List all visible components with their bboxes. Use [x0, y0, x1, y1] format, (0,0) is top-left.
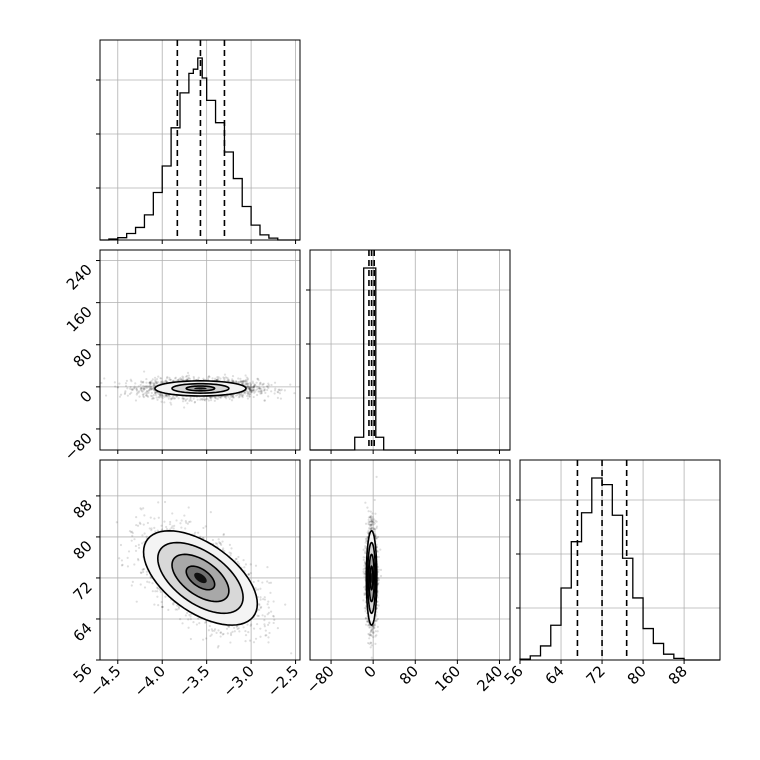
x-tick-label: 80	[624, 662, 650, 688]
x-tick-label: −80	[303, 662, 338, 697]
histogram-steps	[519, 477, 720, 661]
x-tick-label: 72	[583, 662, 609, 688]
axes-frame	[309, 459, 511, 661]
x-tick-label: 240	[473, 662, 506, 695]
contour-line	[154, 380, 247, 397]
axes-frame	[99, 459, 301, 661]
hist-panel-2: 56 64 72 80 88	[501, 459, 721, 688]
contour-line	[185, 565, 216, 591]
x-tick-label: 0	[361, 662, 380, 681]
y-tick-label: 88	[70, 496, 96, 522]
x-tick-label: −3.0	[219, 662, 257, 700]
axes-frame	[309, 249, 511, 451]
x-tick-label: 160	[431, 662, 464, 695]
axes-frame	[99, 249, 301, 451]
x-tick-label: −2.5	[264, 662, 302, 700]
y-tick-label: 80	[70, 345, 96, 371]
y-tick-label: 160	[63, 303, 96, 336]
y-tick-label: 240	[63, 261, 96, 294]
hist-panel-1	[306, 249, 511, 454]
x-tick-label: 80	[396, 662, 422, 688]
histogram-steps	[100, 57, 300, 241]
axes-frame	[519, 459, 721, 661]
x-tick-label: 88	[665, 662, 691, 688]
contour-line	[156, 541, 244, 615]
x-tick-label: −4.0	[131, 662, 169, 700]
histogram-steps	[310, 267, 510, 451]
pair-panel-2: −80 0 80 160 240	[303, 459, 511, 697]
axes-frame	[99, 39, 301, 241]
density-peak	[194, 572, 207, 584]
density-layer	[115, 500, 293, 655]
x-tick-label: −3.5	[175, 662, 213, 700]
contour-line	[366, 541, 377, 615]
y-tick-label: 72	[70, 578, 96, 604]
density-layer	[362, 475, 383, 659]
contour-line	[368, 553, 376, 603]
contour-line	[185, 385, 216, 392]
pair-panel-0: −80 0 80 160 240	[61, 249, 301, 464]
contour-line	[171, 382, 230, 394]
density-peak	[371, 572, 373, 584]
contour-line	[171, 553, 230, 603]
density-layer	[100, 370, 296, 409]
density-peak	[194, 387, 207, 390]
y-tick-label: −80	[61, 429, 96, 464]
y-tick-label: 64	[70, 619, 96, 645]
contour-line	[365, 529, 378, 627]
x-tick-label: −4.5	[86, 662, 124, 700]
contour-line	[369, 565, 374, 591]
hist-panel-0	[96, 39, 301, 244]
x-tick-label: 64	[542, 662, 568, 688]
contour-line	[142, 529, 259, 626]
y-tick-label: 0	[76, 387, 95, 406]
y-tick-label: 80	[70, 537, 96, 563]
